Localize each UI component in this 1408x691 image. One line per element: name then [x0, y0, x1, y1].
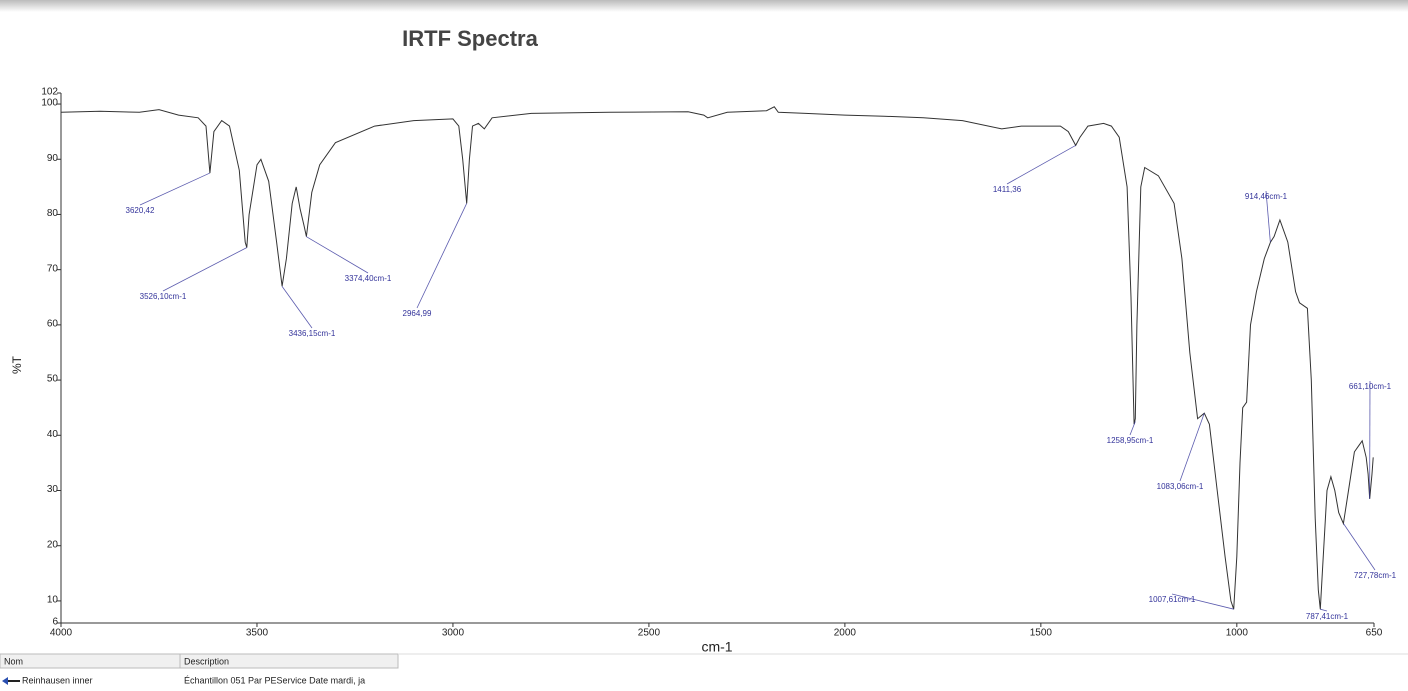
table-header-cell: Description [184, 656, 229, 666]
x-tick-label: 3500 [246, 628, 269, 639]
annotation-line [1344, 524, 1375, 570]
y-axis-label: %T [10, 355, 24, 374]
x-tick-label: 1000 [1226, 628, 1249, 639]
x-tick-label: 2500 [638, 628, 661, 639]
y-tick-label: 40 [47, 429, 59, 440]
annotation-label: 3526,10cm-1 [140, 292, 187, 301]
y-tick-label: 80 [47, 208, 59, 219]
annotation-label: 1007,61cm-1 [1149, 595, 1196, 604]
y-tick-label: 102 [41, 87, 58, 98]
annotation-line [163, 248, 247, 291]
y-tick-label: 10 [47, 595, 59, 606]
x-tick-label: 2000 [834, 628, 857, 639]
annotation-label: 914,46cm-1 [1245, 192, 1288, 201]
table-cell: Échantillon 051 Par PEService Date mardi… [184, 675, 365, 685]
y-tick-label: 90 [47, 153, 59, 164]
x-axis-label: cm-1 [701, 639, 732, 655]
y-tick-label: 20 [47, 539, 59, 550]
x-tick-label: 650 [1366, 628, 1383, 639]
spectrum-line [61, 107, 1373, 609]
y-tick-label: 30 [47, 484, 59, 495]
chart-title: IRTF Spectra [402, 26, 538, 51]
annotation-label: 787,41cm-1 [1306, 612, 1349, 621]
y-tick-label: 100 [41, 98, 58, 109]
annotation-label: 1411,36 [993, 185, 1022, 194]
annotation-line [1320, 609, 1327, 611]
y-tick-label: 6 [52, 617, 58, 628]
annotation-line [140, 173, 210, 205]
annotation-label: 661,10cm-1 [1349, 382, 1392, 391]
y-tick-label: 70 [47, 263, 59, 274]
annotation-label: 1258,95cm-1 [1107, 436, 1154, 445]
x-tick-label: 4000 [50, 628, 73, 639]
annotation-line [1180, 413, 1204, 481]
annotation-label: 727,78cm-1 [1354, 571, 1397, 580]
annotation-line [1130, 421, 1135, 435]
annotation-label: 1083,06cm-1 [1157, 482, 1204, 491]
table-header-cell: Nom [4, 656, 23, 666]
top-shadow [0, 0, 1408, 12]
table-cell: Reinhausen inner [22, 675, 93, 685]
y-tick-label: 60 [47, 319, 59, 330]
x-tick-label: 3000 [442, 628, 465, 639]
annotation-line [1007, 145, 1076, 184]
annotation-label: 3620,42 [126, 206, 155, 215]
annotation-label: 3436,15cm-1 [289, 329, 336, 338]
annotation-label: 3374,40cm-1 [345, 274, 392, 283]
annotation-label: 2964,99 [403, 309, 432, 318]
annotation-line [306, 237, 368, 273]
x-tick-label: 1500 [1030, 628, 1053, 639]
y-tick-label: 50 [47, 374, 59, 385]
annotation-line [417, 203, 467, 308]
annotation-line [282, 286, 312, 328]
